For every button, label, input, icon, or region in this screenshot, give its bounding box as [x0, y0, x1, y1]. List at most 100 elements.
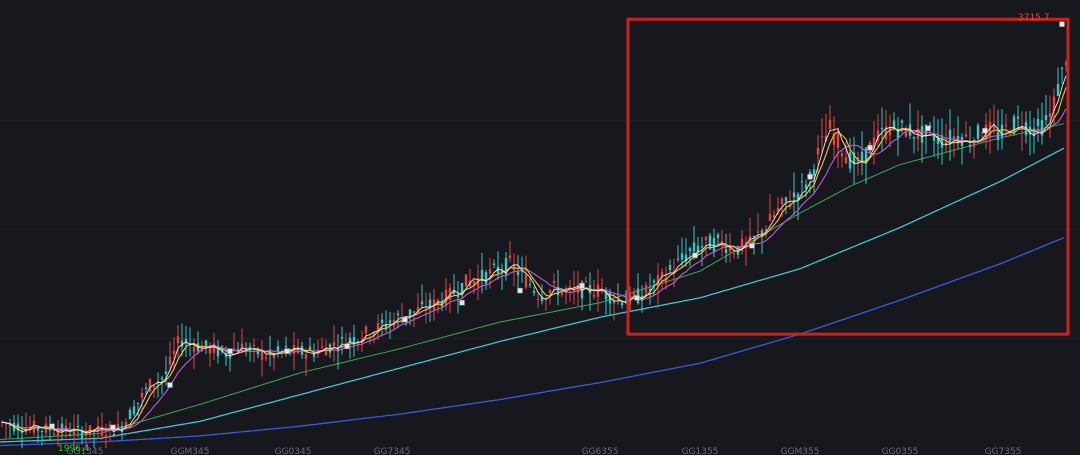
candle-body [456, 295, 460, 298]
candle-body [372, 332, 376, 336]
candle-body [84, 433, 88, 436]
candle-body [396, 313, 400, 316]
ma120-line [0, 147, 1065, 443]
candle-body [1048, 113, 1052, 118]
candle-body [72, 427, 76, 435]
x-tick-label: GG7345 [374, 447, 411, 455]
candle-body [972, 140, 976, 147]
moving-average-lines [0, 123, 1065, 447]
candle-body [420, 301, 424, 305]
ma250-line [0, 237, 1065, 447]
candle-body [332, 342, 336, 347]
candle-body [460, 283, 464, 294]
signal-marker [517, 287, 523, 294]
candle-body [772, 215, 776, 218]
candle-body [916, 128, 920, 140]
candle-body [912, 136, 916, 139]
candle-body [888, 126, 892, 136]
candle-body [120, 425, 124, 433]
signal-marker [227, 348, 233, 354]
candle-body [600, 290, 604, 293]
candle-body [304, 354, 308, 359]
candle-body [184, 339, 188, 344]
candle-body [228, 353, 232, 359]
candle-body [784, 197, 788, 202]
candle-body [1012, 116, 1016, 132]
candle-body [648, 288, 652, 291]
candle-body [864, 147, 868, 164]
candle-body [1004, 124, 1008, 126]
candle-body [496, 266, 500, 274]
candle-body [992, 126, 996, 129]
candle-body [1060, 67, 1064, 69]
candle-body [756, 231, 760, 233]
candle-body [828, 119, 832, 130]
signal-marker [49, 423, 55, 429]
candle-body [4, 423, 8, 425]
signal-marker [634, 295, 640, 301]
candle-body [476, 278, 480, 288]
candle-body [572, 287, 576, 291]
candle-body [536, 298, 540, 300]
candle-body [76, 426, 80, 428]
candle-body [612, 300, 616, 304]
candle-body [260, 350, 264, 360]
ma10-line [1, 87, 1067, 433]
low-price-label: 1996.4 [58, 444, 90, 454]
candle-body [408, 309, 412, 317]
candle-body [484, 272, 488, 284]
candle-body [56, 430, 60, 437]
candle-body [748, 236, 752, 245]
candle-body [140, 393, 144, 398]
candle-body [324, 347, 328, 356]
candle-body [900, 120, 904, 123]
candle-body [416, 307, 420, 312]
candle-body [824, 135, 828, 142]
candle-body [700, 246, 704, 248]
candle-body [112, 434, 116, 436]
candle-body [964, 134, 968, 137]
candle-body [668, 264, 672, 270]
candle-body [116, 424, 120, 429]
x-tick-label: GG1355 [682, 447, 719, 455]
candle-body [944, 141, 948, 147]
candle-body [704, 236, 708, 241]
candle-body [388, 320, 392, 324]
candle-body [552, 281, 556, 283]
candle-body [312, 351, 316, 357]
candle-body [524, 274, 528, 288]
candle-body [660, 271, 664, 276]
x-tick-label: GG7355 [985, 447, 1022, 455]
candle-body [676, 258, 680, 260]
candle-body [540, 297, 544, 302]
candle-body [508, 255, 512, 259]
candle-body [1044, 115, 1048, 121]
candle-body [852, 152, 856, 165]
candle-body [320, 346, 324, 348]
candle-body [432, 299, 436, 310]
candle-body [452, 289, 456, 294]
candle-body [876, 130, 880, 141]
candle-body [844, 157, 848, 164]
candle-body [208, 346, 212, 354]
candle-body [376, 322, 380, 331]
candle-body [752, 236, 756, 238]
candle-body [352, 337, 356, 345]
x-tick-label: GG1345 [67, 447, 104, 455]
candle-body [860, 151, 864, 163]
candle-body [500, 269, 504, 273]
candle-body [128, 409, 132, 420]
candle-body [356, 341, 360, 345]
candle-body [936, 136, 940, 145]
signal-marker [1059, 21, 1065, 27]
candle-body [768, 213, 772, 221]
candle-body [36, 427, 40, 431]
candle-body [264, 357, 268, 359]
candle-body [732, 253, 736, 255]
candle-body [400, 316, 404, 323]
candle-body [744, 241, 748, 247]
candle-body [932, 135, 936, 141]
ma5-line [1, 75, 1067, 434]
candle-body [492, 263, 496, 265]
